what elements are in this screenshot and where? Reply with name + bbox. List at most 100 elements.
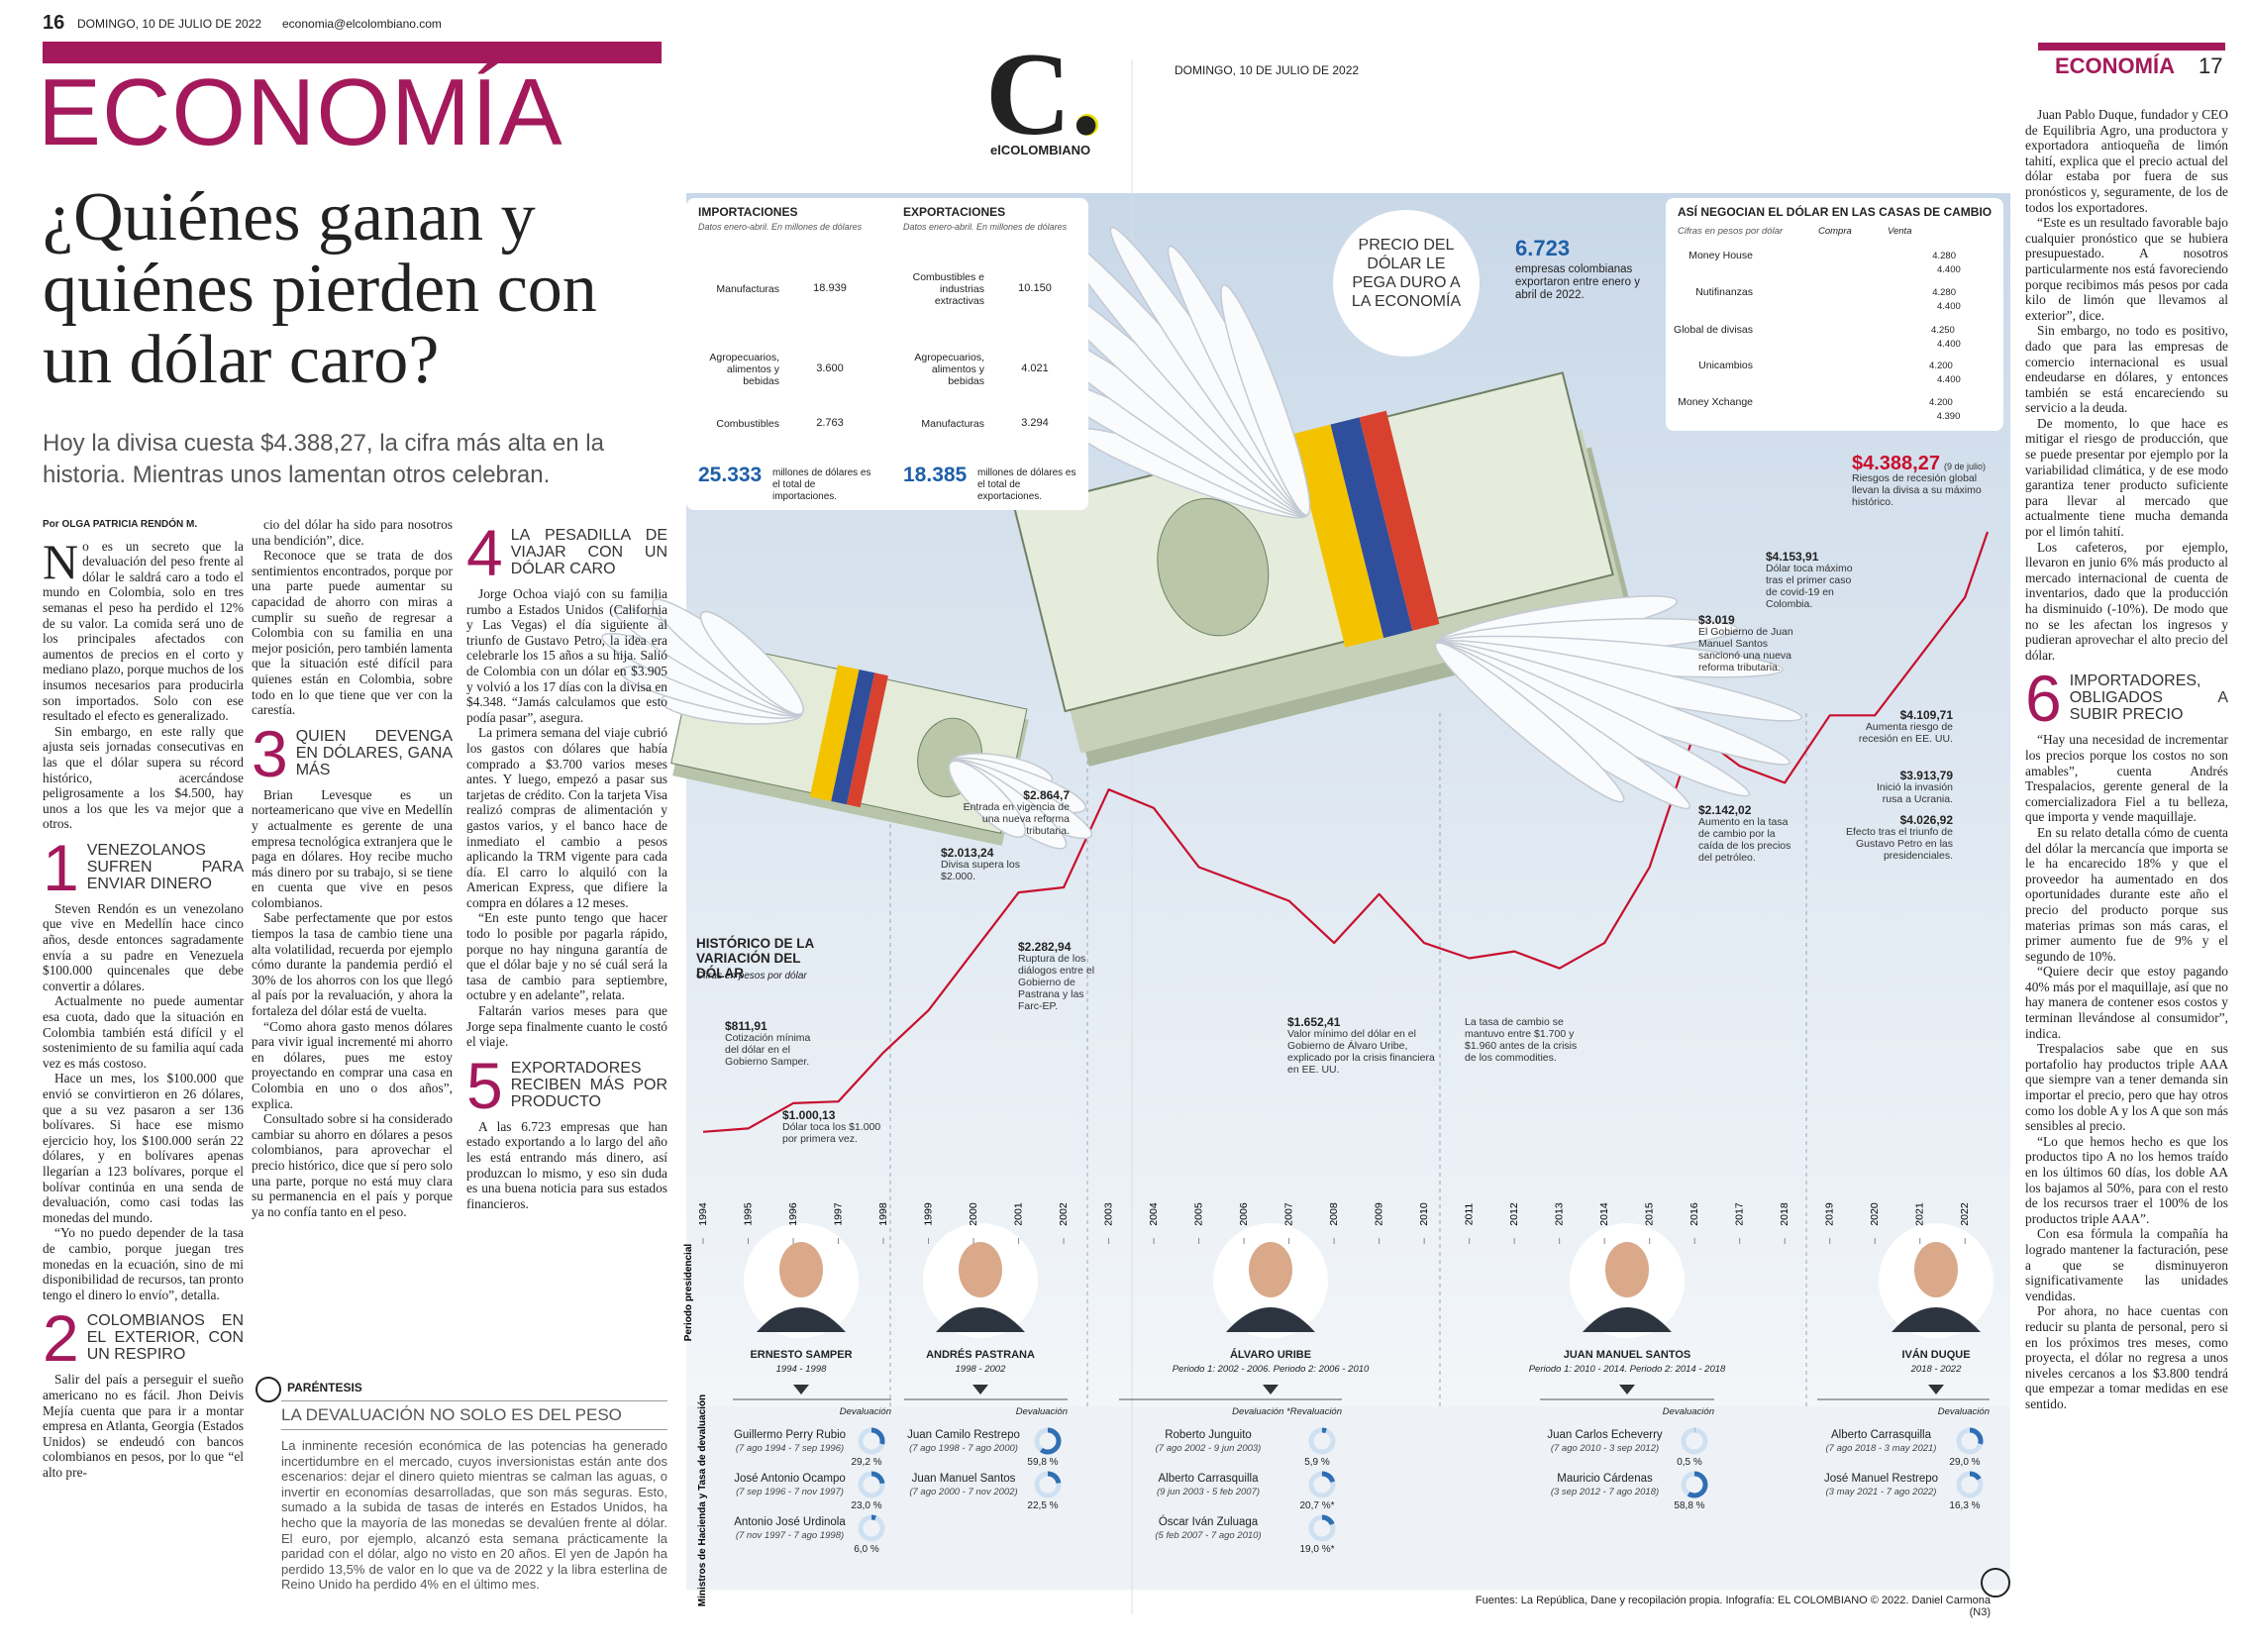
year-label: 1998	[877, 1202, 889, 1226]
ring-value	[1308, 1514, 1336, 1542]
trade-total: 25.333	[698, 464, 763, 486]
section-heading-text: IMPORTADORES, OBLIGADOS A SUBIR PRECIO	[2069, 672, 2228, 724]
trade-total-text: millones de dólares es el total de impor…	[772, 467, 871, 502]
paragraph: Los cafeteros, por ejemplo, llevaron en …	[2025, 539, 2228, 663]
parentesis-label: PARÉNTESIS	[287, 1381, 362, 1394]
trade-item-value: 4.021	[1021, 362, 1049, 374]
annotation-text: Aumenta riesgo de recesión en EE. UU.	[1858, 721, 1953, 745]
paragraph: No es un secreto que la devaluación del …	[43, 533, 244, 724]
year-label: 2006	[1238, 1202, 1250, 1226]
trade-title: IMPORTACIONES	[698, 205, 798, 219]
ring-value	[1034, 1427, 1062, 1455]
minister-name: Juan Manuel Santos	[911, 1473, 1016, 1485]
president-name: ÁLVARO URIBE	[1229, 1349, 1312, 1361]
section-bar-right	[2038, 43, 2225, 51]
devaluation-value: 20,7 %*	[1299, 1500, 1335, 1511]
portrait-head	[1605, 1242, 1649, 1297]
section-right: ECONOMÍA	[2055, 53, 2175, 78]
annotation-amount: $3.019	[1698, 613, 1735, 627]
section-bar	[43, 42, 662, 63]
year-label: 2014	[1598, 1202, 1610, 1226]
president-period: Periodo 1: 2002 - 2006. Periodo 2: 2006 …	[1172, 1364, 1370, 1375]
year-label: 2012	[1508, 1202, 1520, 1226]
year-label: 2000	[968, 1202, 979, 1226]
parentesis-title: LA DEVALUACIÓN NO SOLO ES DEL PESO	[281, 1400, 667, 1430]
ring-value	[1034, 1471, 1062, 1498]
minister-name: Óscar Iván Zuluaga	[1158, 1516, 1259, 1528]
trade-item-label: Combustibles	[716, 418, 779, 430]
devaluation-value: 16,3 %	[1949, 1500, 1981, 1511]
trade-item-value: 3.600	[816, 362, 844, 374]
annotation: $4.026,92 Efecto tras el triunfo de Gusta…	[1844, 814, 1953, 862]
minister-name: Mauricio Cárdenas	[1557, 1473, 1653, 1485]
trade-item-label: Manufacturas	[921, 418, 984, 430]
paragraph: Reconoce que se trata de dos sentimiento…	[252, 548, 453, 718]
minister-dates: (5 feb 2007 - 7 ago 2010)	[1155, 1530, 1262, 1541]
annotation: $1.000,13 Dólar toca los $1.000 por prime…	[782, 1109, 891, 1145]
section-number: 6	[2025, 662, 2062, 736]
exchange-house: Global de divisas	[1674, 324, 1753, 336]
year-label: 2021	[1914, 1202, 1926, 1226]
annotation-amount: $811,91	[725, 1019, 767, 1033]
minister-name: Roberto Junguito	[1165, 1429, 1252, 1441]
year-label: 2017	[1733, 1202, 1745, 1226]
annotation: $4.109,71 Aumenta riesgo de recesión en E…	[1854, 709, 1953, 745]
section-heading-text: VENEZOLANOS SUFREN PARA ENVIAR DINERO	[86, 841, 244, 892]
trade-item-value: 18.939	[813, 282, 847, 294]
bill-portrait	[1157, 497, 1270, 637]
headline: ¿Quiénes ganan y quiénes pierden con un …	[43, 179, 597, 398]
trade-total: 18.385	[903, 464, 968, 486]
history-chart	[702, 531, 1990, 1133]
year-label: 2022	[1959, 1202, 1971, 1226]
exchange-value: 4.200	[1929, 361, 1953, 371]
footer-sources: Fuentes: La República, Dane y recopilaci…	[1475, 1595, 1991, 1618]
devaluation-header: Devaluación	[1662, 1406, 1714, 1417]
year-label: 2001	[1012, 1202, 1024, 1226]
minister: Juan Carlos Echeverry (7 ago 2010 - 3 sep…	[1540, 1429, 1670, 1455]
trade-item-label: Agropecuarios, alimentos y bebidas	[914, 352, 984, 387]
text-column: cio del dólar ha sido para nosotros una …	[252, 517, 453, 1371]
paragraph: Sin embargo, en este rally que ajusta se…	[43, 723, 244, 832]
arrow	[1928, 1385, 1944, 1394]
annotation-text: Cotización mínima del dólar en el Gobier…	[725, 1032, 811, 1068]
section-number: 5	[466, 1048, 503, 1122]
parentesis-box: PARÉNTESIS LA DEVALUACIÓN NO SOLO ES DEL…	[252, 1377, 667, 1614]
trade-item-value: 3.294	[1021, 417, 1049, 429]
president-period: Periodo 1: 2010 - 2014. Periodo 2: 2014 …	[1528, 1364, 1726, 1375]
year-label: 2007	[1282, 1202, 1294, 1226]
date: DOMINGO, 10 DE JULIO DE 2022	[77, 17, 262, 31]
annotation: $3.913,79 Inició la invasión rusa a Ucran…	[1854, 770, 1953, 805]
band-yellow	[809, 665, 860, 801]
ring-value	[858, 1471, 885, 1498]
minister-name: Alberto Carrasquilla	[1831, 1429, 1931, 1441]
minister: Juan Manuel Santos (7 ago 2000 - 7 nov 20…	[904, 1473, 1023, 1498]
exchange-value: 4.400	[1937, 374, 1961, 385]
year-label: 1999	[922, 1202, 934, 1226]
logo-mark: C.	[985, 28, 1101, 159]
devaluation-header: Devaluación *Revaluación	[1232, 1406, 1342, 1417]
annotation-amount: $2.013,24	[941, 846, 994, 860]
minister: Juan Camilo Restrepo (7 ago 1998 - 7 ago …	[904, 1429, 1023, 1455]
band-red	[1359, 410, 1440, 631]
minister-name: Alberto Carrasquilla	[1158, 1473, 1259, 1485]
annotation-text: El Gobierno de Juan Manuel Santos sancio…	[1698, 626, 1793, 673]
paragraph: Sabe perfectamente que por estos tiempos…	[252, 910, 453, 1019]
minister-dates: (3 sep 2012 - 7 ago 2018)	[1550, 1487, 1660, 1497]
president-period: 1994 - 1998	[775, 1364, 827, 1375]
paragraph: Jorge Ochoa viajó con su familia rumbo a…	[466, 586, 667, 725]
annotation-text: La tasa de cambio se mantuvo entre $1.70…	[1465, 1016, 1578, 1064]
arrow	[793, 1385, 809, 1394]
annotation-amount: $1.000,13	[782, 1108, 836, 1122]
minister-dates: (7 ago 2002 - 9 jun 2003)	[1155, 1443, 1262, 1454]
exchange-value: 4.400	[1937, 339, 1961, 350]
year-label: 2002	[1058, 1202, 1070, 1226]
minister-name: José Antonio Ocampo	[734, 1473, 846, 1485]
minister-dates: (7 nov 1997 - 7 ago 1998)	[735, 1530, 845, 1541]
annotation-amount: $2.142,02	[1698, 803, 1752, 817]
annotation-text: Dólar toca los $1.000 por primera vez.	[782, 1121, 881, 1145]
exchange-house: Unicambios	[1698, 360, 1753, 371]
ring-value	[858, 1427, 885, 1455]
devaluation-header: Devaluación	[1015, 1406, 1068, 1417]
price-badge: PRECIO DEL DÓLAR LE PEGA DURO A LA ECONO…	[1351, 237, 1462, 310]
paragraph: Con esa fórmula la compañía ha logrado m…	[2025, 1226, 2228, 1303]
